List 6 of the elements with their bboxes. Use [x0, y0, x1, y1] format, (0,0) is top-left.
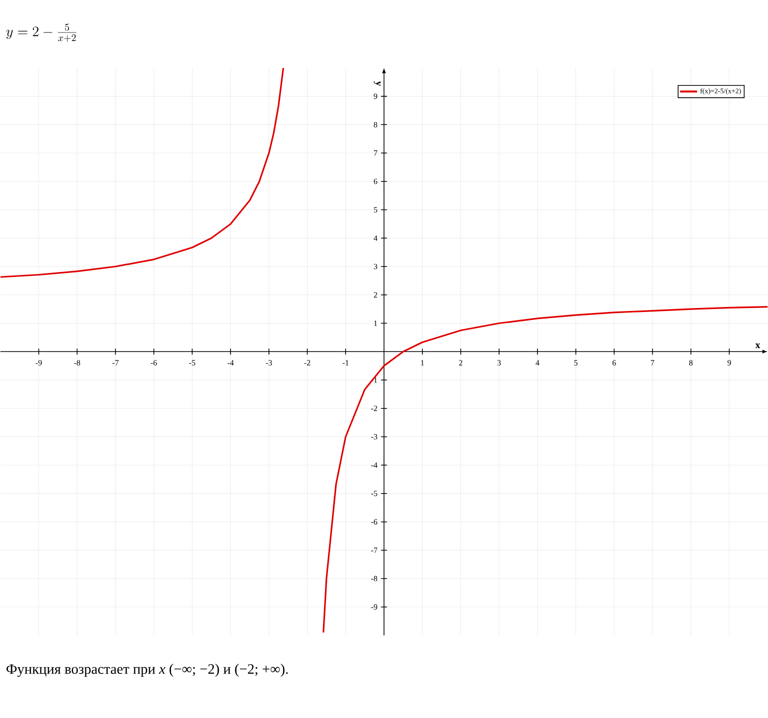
text: Функция возрастает при x (−∞; −2) и (−2; +∞).: [6, 664, 288, 677]
line-series: [0, 68, 284, 278]
x-axis-title: x: [755, 343, 760, 348]
chart-title: $y = 2 - \frac{5}{x+2}$: [6, 24, 76, 42]
line-series: [322, 306, 768, 634]
y-axis-title: y: [374, 81, 380, 86]
